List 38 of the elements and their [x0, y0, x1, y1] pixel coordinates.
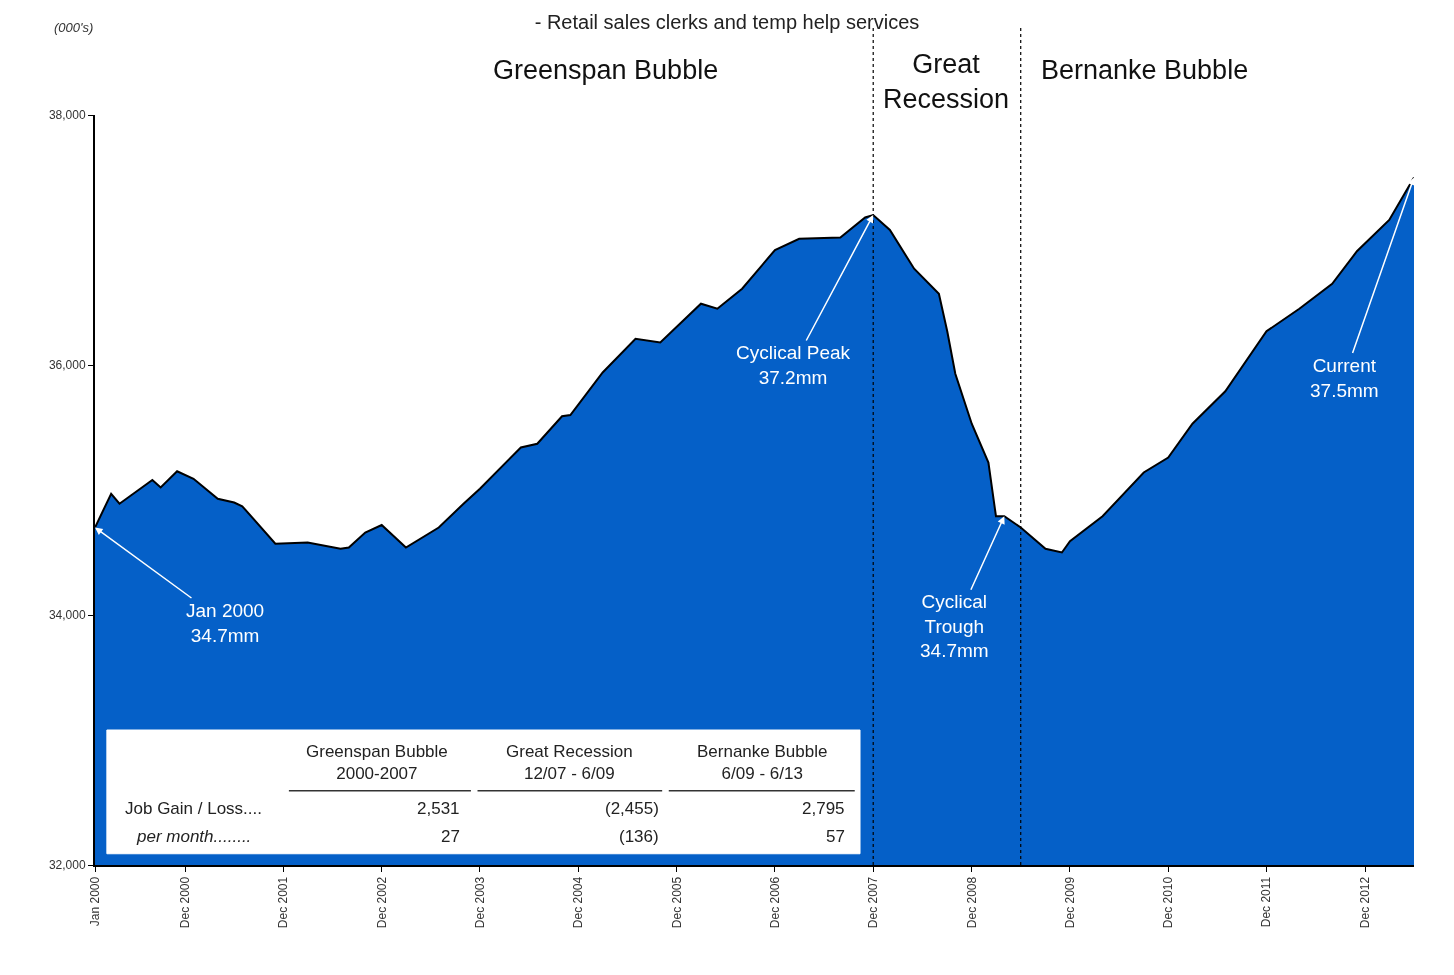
- text: (000's): [54, 20, 94, 35]
- annotation: Cyclical Peak 37.2mm: [736, 342, 851, 388]
- text: Great Recession: [883, 49, 1010, 115]
- annotation: Bernanke Bubble 6/09 - 6/13: [697, 742, 828, 784]
- x-tick-label: Dec 2005: [669, 876, 684, 929]
- x-tick-label: Dec 2012: [1357, 876, 1372, 929]
- x-tick-label: Dec 2001: [276, 876, 291, 929]
- y-tick-label: 34,000: [48, 608, 86, 623]
- annotation: per month........: [136, 827, 252, 846]
- x-tick-label: Dec 2010: [1161, 876, 1176, 929]
- annotation: Greenspan Bubble 2000-2007: [306, 742, 448, 784]
- annotation: Cyclical Trough 34.7mm: [920, 591, 989, 662]
- y-tick-label: 36,000: [48, 358, 86, 373]
- x-tick-label: Dec 2009: [1062, 876, 1077, 929]
- x-tick-label: Dec 2004: [571, 876, 586, 929]
- annotation: 57: [826, 827, 845, 846]
- annotation: 27: [441, 827, 460, 846]
- x-tick-label: Dec 2011: [1259, 876, 1274, 928]
- x-tick-label: Dec 2000: [178, 876, 193, 929]
- annotation: (136): [619, 827, 659, 846]
- chart-title: - Retail sales clerks and temp help services: [534, 10, 920, 33]
- annotation: Current 37.5mm: [1310, 355, 1379, 401]
- x-tick-label: Dec 2003: [472, 876, 487, 929]
- annotation: Great Recession 12/07 - 6/09: [506, 742, 633, 784]
- annotation: (2,455): [605, 799, 659, 818]
- x-tick-label: Jan 2000: [87, 876, 102, 927]
- annotation: 2,795: [802, 799, 845, 818]
- annotation: Jan 2000 34.7mm: [186, 600, 265, 646]
- text: Bernanke Bubble: [1041, 55, 1249, 85]
- annotation: 2,531: [417, 799, 460, 818]
- y-tick-label: 38,000: [48, 108, 86, 123]
- x-tick-label: Dec 2007: [866, 876, 881, 929]
- text: Greenspan Bubble: [493, 55, 719, 85]
- y-tick-label: 32,000: [48, 858, 86, 873]
- x-tick-label: Dec 2008: [964, 876, 979, 929]
- x-tick-label: Dec 2002: [374, 876, 389, 929]
- x-tick-label: Dec 2006: [767, 876, 782, 929]
- annotation: Job Gain / Loss....: [125, 799, 263, 818]
